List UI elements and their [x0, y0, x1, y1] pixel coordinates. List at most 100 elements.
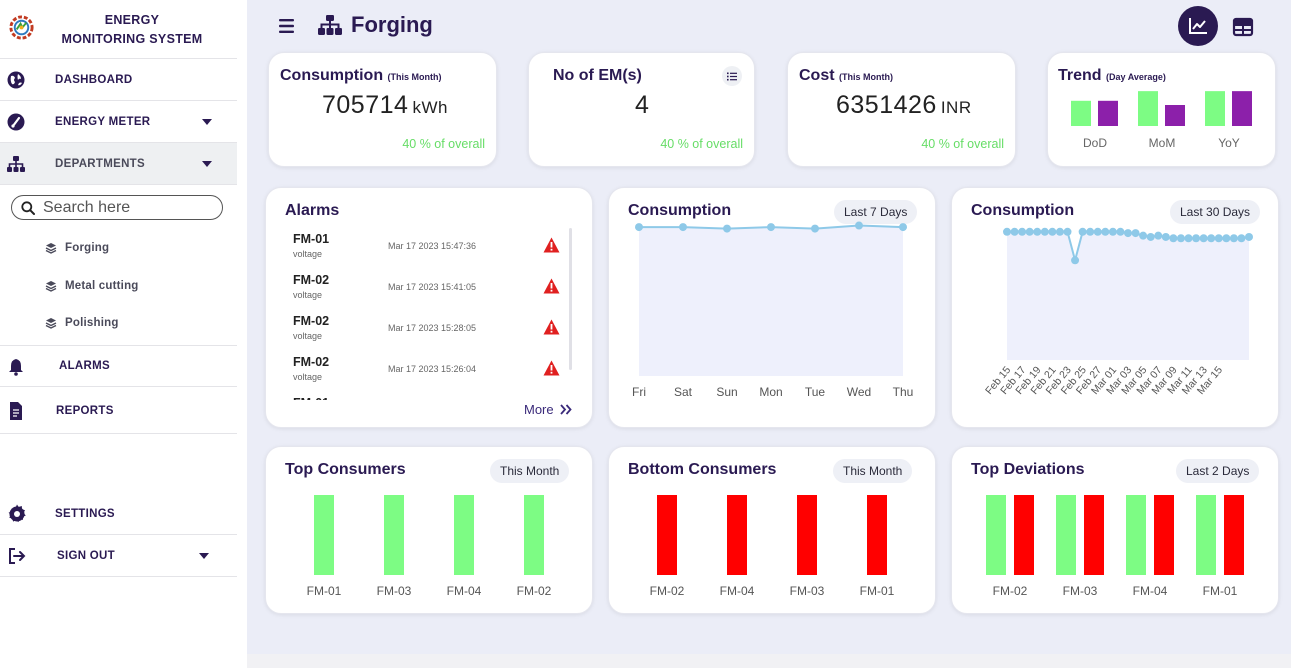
- range-pill-bottom[interactable]: This Month: [833, 459, 913, 483]
- department-item-metal-cutting[interactable]: Metal cutting: [45, 276, 139, 296]
- bar: [1084, 495, 1104, 575]
- nav-sign-out[interactable]: SIGN OUT: [0, 535, 237, 577]
- data-point: [811, 224, 819, 233]
- kpi-em-value: 4: [635, 91, 650, 119]
- sitemap-icon: [7, 156, 25, 172]
- bar: [1154, 495, 1174, 575]
- chart-view-button[interactable]: [1178, 6, 1218, 46]
- x-tick-label: Sat: [674, 385, 693, 399]
- range-pill-7d[interactable]: Last 7 Days: [834, 200, 918, 224]
- trend-category-label: YoY: [1218, 136, 1240, 150]
- page-title-text: Forging: [351, 12, 433, 37]
- alarm-meter-id: FM-02: [293, 314, 330, 328]
- data-point: [1169, 234, 1178, 243]
- top-consumers-chart: FM-01 FM-03 FM-04 FM-02: [307, 495, 552, 598]
- range-pill-top[interactable]: This Month: [490, 459, 570, 483]
- alarm-meter-id: FM-02: [293, 273, 330, 287]
- warning-icon: [543, 360, 560, 376]
- trend-chart: DoD MoM YoY: [1071, 91, 1252, 150]
- alarm-row[interactable]: FM-01 voltage Mar 17 2023 15:47:36: [293, 228, 563, 268]
- department-label: Forging: [65, 242, 110, 254]
- x-tick-label: FM-04: [447, 584, 482, 598]
- nav-energy-meter[interactable]: ENERGY METER: [0, 101, 237, 143]
- range-pill-deviations[interactable]: Last 2 Days: [1176, 459, 1260, 483]
- file-icon: [10, 402, 22, 420]
- trend-bar: [1071, 100, 1091, 126]
- top-deviations-chart: FM-02 FM-03 FM-04 FM-01: [986, 495, 1244, 598]
- alarm-meter-id: FM-01: [293, 396, 329, 400]
- warning-icon: [543, 237, 560, 253]
- gear-icon: [8, 504, 26, 523]
- data-point: [1048, 227, 1057, 236]
- data-point: [679, 223, 687, 232]
- trend-bar: [1205, 91, 1225, 126]
- alarm-row[interactable]: FM-02 voltage Mar 17 2023 15:41:05: [293, 269, 563, 309]
- alarm-row[interactable]: FM-02 voltage Mar 17 2023 15:28:05: [293, 310, 563, 350]
- menu-icon[interactable]: [278, 17, 296, 35]
- nav-departments[interactable]: DEPARTMENTS: [0, 143, 237, 185]
- x-tick-label: FM-01: [1203, 584, 1238, 598]
- search-input[interactable]: [43, 198, 203, 217]
- kpi-cost-title: Cost (This Month): [799, 67, 893, 84]
- kpi-em-title: No of EM(s): [553, 67, 642, 84]
- x-tick-label: Fri: [632, 385, 646, 399]
- warning-icon: [543, 278, 560, 294]
- table-view-icon[interactable]: [1232, 16, 1254, 38]
- more-alarms-link[interactable]: More: [524, 402, 572, 417]
- line-chart-icon: [1189, 18, 1207, 34]
- kpi-em-card: No of EM(s) 4 40 % of overall: [528, 52, 755, 167]
- top-consumers-title: Top Consumers: [285, 461, 406, 478]
- logo-icon: [9, 15, 34, 40]
- sign-out-icon: [9, 548, 26, 564]
- kpi-consumption-title: Consumption (This Month): [280, 67, 442, 84]
- nav-alarms[interactable]: ALARMS: [0, 345, 237, 387]
- data-point: [1018, 227, 1027, 236]
- page-title: Forging: [317, 12, 433, 38]
- department-item-polishing[interactable]: Polishing: [45, 313, 119, 333]
- consumption-30d-title: Consumption: [971, 202, 1075, 219]
- bar: [657, 495, 677, 575]
- x-tick-label: FM-04: [720, 584, 755, 598]
- data-point: [1146, 232, 1155, 241]
- alarms-card: Alarms FM-01 voltage Mar 17 2023 15:47:36 F…: [265, 187, 593, 428]
- kpi-consumption-card: Consumption (This Month) 705714 kWh 40 % …: [268, 52, 497, 167]
- nav-dashboard[interactable]: DASHBOARD: [0, 59, 237, 101]
- alarm-scrollbar[interactable]: [569, 228, 572, 370]
- x-tick-label: FM-03: [1063, 584, 1098, 598]
- nav-settings[interactable]: SETTINGS: [0, 493, 237, 535]
- department-label: Polishing: [65, 317, 119, 329]
- alarm-time: Mar 17 2023 15:47:36: [388, 241, 477, 251]
- consumption-30d-card: Consumption Last 30 Days Feb 15 Feb 17 Feb…: [951, 187, 1279, 428]
- layers-icon: [45, 243, 57, 254]
- data-point: [723, 224, 731, 233]
- data-point: [1124, 229, 1132, 238]
- data-point: [1003, 227, 1011, 236]
- data-point: [1245, 232, 1253, 241]
- top-consumers-card: Top Consumers This Month FM-01 FM-03 FM-04…: [265, 446, 593, 614]
- x-tick-label: FM-02: [993, 584, 1028, 598]
- bar: [1224, 495, 1244, 575]
- data-point: [1192, 234, 1201, 243]
- alarm-meter-id: FM-01: [293, 232, 330, 246]
- bar: [1014, 495, 1034, 575]
- alarm-time: Mar 17 2023 15:28:05: [388, 323, 477, 333]
- alarm-row[interactable]: FM-02 voltage Mar 17 2023 15:26:04: [293, 351, 563, 391]
- data-point: [1025, 227, 1034, 236]
- bar: [1196, 495, 1216, 575]
- department-item-forging[interactable]: Forging: [45, 238, 109, 258]
- nav-reports[interactable]: REPORTS: [0, 388, 237, 434]
- list-button[interactable]: [722, 66, 742, 86]
- nav-sign-out-label: SIGN OUT: [57, 549, 115, 562]
- horizontal-scrollbar[interactable]: [247, 654, 1291, 668]
- alarm-meter-id: FM-02: [293, 355, 330, 369]
- x-tick-label: FM-01: [307, 584, 342, 598]
- data-point: [1040, 227, 1049, 236]
- alarms-title: Alarms: [285, 202, 340, 219]
- alarm-type: voltage: [293, 331, 323, 341]
- data-point: [1176, 234, 1185, 243]
- range-pill-30d[interactable]: Last 30 Days: [1170, 200, 1261, 224]
- data-point: [1108, 227, 1117, 236]
- warning-icon: [543, 319, 560, 335]
